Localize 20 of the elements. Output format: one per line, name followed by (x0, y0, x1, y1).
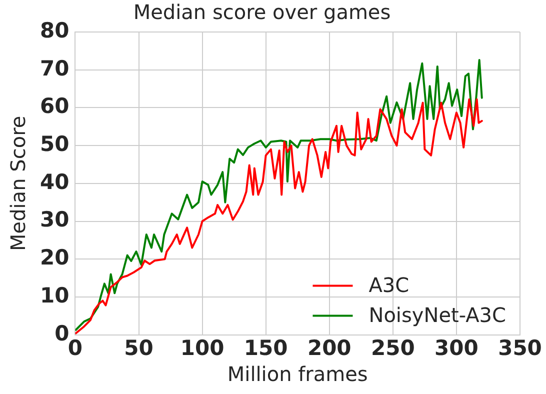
x-tick-label: 100 (180, 336, 224, 360)
x-axis-title: Million frames (227, 362, 368, 386)
legend-label: A3C (368, 273, 410, 298)
x-tick-label: 150 (244, 336, 288, 360)
y-tick-label: 60 (40, 94, 70, 118)
chart-title: Median score over games (133, 0, 391, 24)
x-tick-label: 250 (371, 336, 415, 360)
x-tick-label: 200 (307, 336, 352, 360)
y-tick-label: 20 (40, 246, 70, 270)
y-tick-label: 40 (40, 170, 70, 194)
y-axis-title: Median Score (6, 116, 30, 251)
x-tick-label: 350 (498, 336, 542, 360)
legend-label: NoisyNet-A3C (368, 303, 506, 328)
y-tick-label: 30 (40, 208, 70, 232)
x-tick-label: 300 (434, 336, 478, 360)
y-tick-label: 10 (40, 283, 70, 308)
x-tick-label: 50 (124, 336, 154, 360)
y-tick-label: 70 (40, 56, 70, 80)
y-tick-label: 80 (40, 18, 70, 42)
y-tick-label: 50 (40, 132, 70, 156)
